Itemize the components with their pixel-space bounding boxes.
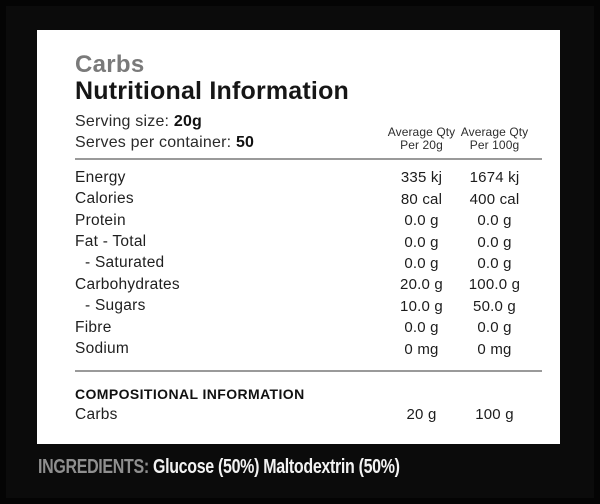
section-divider (75, 370, 542, 372)
row-label: - Saturated (85, 254, 165, 272)
table-row: Fibre 0.0 g 0.0 g (37, 317, 560, 338)
row-value-per-100: 50.0 g (473, 297, 516, 315)
row-label: Energy (75, 168, 126, 186)
table-row: Protein 0.0 g 0.0 g (37, 210, 560, 231)
row-value-per-serve: 0.0 g (404, 319, 439, 337)
row-label: Fat - Total (75, 233, 147, 251)
row-value-per-serve: 20.0 g (400, 276, 443, 294)
ingredients-label: INGREDIENTS: (38, 456, 149, 478)
serving-size-line: Serving size: 20g (75, 111, 254, 132)
row-value-per-100: 400 cal (469, 190, 520, 208)
table-row: Fat - Total 0.0 g 0.0 g (37, 231, 560, 252)
row-value-per-serve: 0.0 g (404, 233, 439, 251)
row-label: - Sugars (85, 297, 146, 315)
column-header-line1: Average Qty (460, 125, 529, 139)
column-header-spacer (75, 126, 385, 151)
row-label: Calories (75, 190, 134, 208)
column-headers: Average Qty Per 20g Average Qty Per 100g (37, 126, 560, 151)
serves-per-container-value: 50 (235, 134, 255, 151)
brand-title: Carbs (75, 51, 145, 78)
nutrition-rows: Energy 335 kj 1674 kj Calories 80 cal 40… (37, 167, 560, 360)
row-value-per-100: 0.0 g (477, 254, 512, 272)
row-value-per-serve: 0.0 g (404, 212, 439, 230)
column-header-line2: Per 20g (400, 137, 443, 152)
column-header-line2: Per 100g (469, 137, 520, 152)
table-row: Calories 80 cal 400 cal (37, 188, 560, 209)
serving-size-value: 20g (173, 113, 203, 130)
row-value-per-serve: 20 g (406, 406, 437, 424)
row-value-per-serve: 0 mg (404, 340, 439, 358)
row-value-per-100: 0.0 g (477, 233, 512, 251)
table-row: Carbs 20 g 100 g (37, 404, 560, 425)
row-value-per-serve: 10.0 g (400, 297, 443, 315)
row-label: Fibre (75, 318, 112, 336)
header-divider (75, 158, 542, 160)
table-row: - Sugars 10.0 g 50.0 g (37, 296, 560, 317)
serves-per-container-line: Serves per container: 50 (75, 132, 254, 153)
serving-size-label: Serving size: (75, 113, 170, 130)
ingredients-text: Glucose (50%) Maltodextrin (50%) (152, 456, 400, 478)
serves-per-container-label: Serves per container: (75, 134, 232, 151)
compositional-rows: Carbs 20 g 100 g (37, 404, 560, 425)
compositional-heading: COMPOSITIONAL INFORMATION (75, 386, 305, 402)
row-label: Protein (75, 211, 126, 229)
row-value-per-100: 100 g (475, 406, 514, 424)
row-value-per-100: 1674 kj (469, 169, 520, 187)
row-value-per-100: 0.0 g (477, 319, 512, 337)
row-value-per-100: 0.0 g (477, 212, 512, 230)
column-header-per-serve: Average Qty Per 20g (385, 126, 458, 151)
row-label: Sodium (75, 340, 130, 358)
row-value-per-serve: 0.0 g (404, 254, 439, 272)
table-row: Energy 335 kj 1674 kj (37, 167, 560, 188)
serving-info: Serving size: 20g Serves per container: … (75, 111, 254, 153)
table-row: - Saturated 0.0 g 0.0 g (37, 253, 560, 274)
row-label: Carbohydrates (75, 275, 180, 293)
row-value-per-100: 0 mg (477, 340, 512, 358)
column-header-line1: Average Qty (387, 125, 456, 139)
column-header-per-100: Average Qty Per 100g (458, 126, 531, 151)
row-value-per-serve: 80 cal (400, 190, 443, 208)
table-row: Sodium 0 mg 0 mg (37, 339, 560, 360)
table-row: Carbohydrates 20.0 g 100.0 g (37, 274, 560, 295)
panel-title: Nutritional Information (75, 77, 350, 105)
nutrition-panel: Carbs Nutritional Information Serving si… (37, 30, 560, 444)
row-value-per-100: 100.0 g (468, 276, 521, 294)
ingredients-line: INGREDIENTS: Glucose (50%) Maltodextrin … (38, 456, 400, 478)
row-value-per-serve: 335 kj (400, 169, 443, 187)
row-label: Carbs (75, 405, 118, 423)
